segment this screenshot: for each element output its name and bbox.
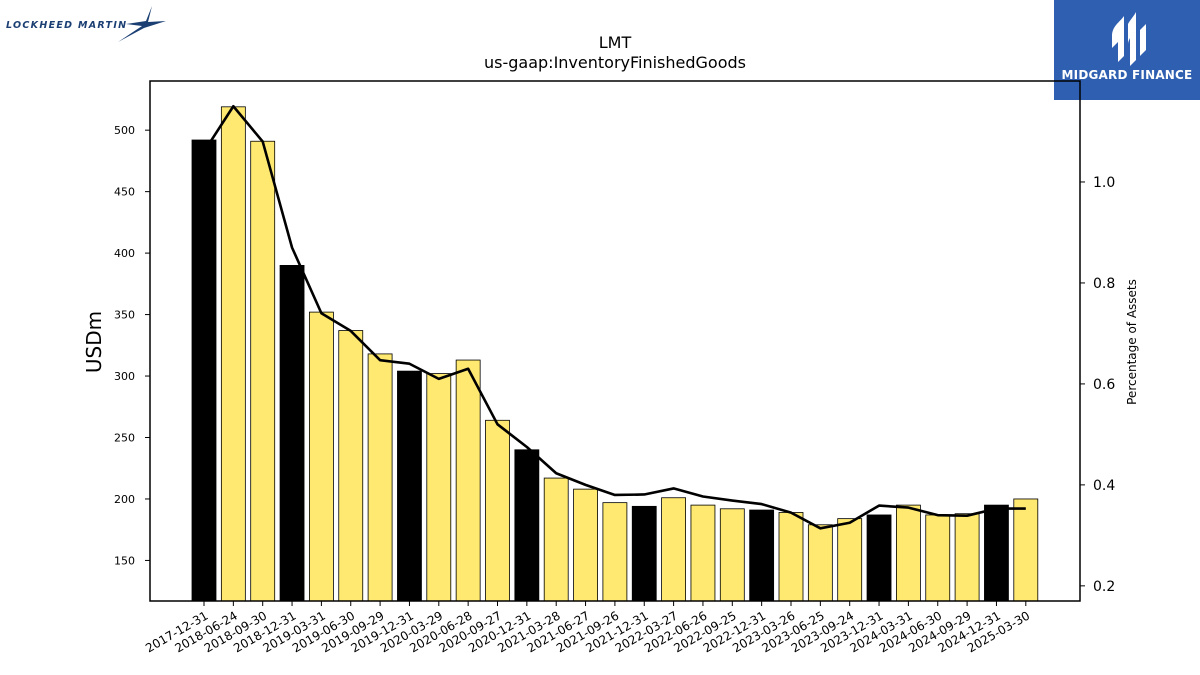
y-tick-label-150: 150	[114, 554, 135, 567]
bar-2023-12-31	[866, 514, 892, 602]
bar-2025-03-30	[1013, 498, 1039, 602]
y-tick-label-400: 400	[114, 247, 135, 260]
bar-2020-12-31	[514, 449, 540, 602]
bar-2019-09-29	[367, 353, 393, 602]
bar-2019-06-30	[338, 330, 364, 602]
bar-2024-09-29	[954, 513, 980, 602]
y-tick-label-300: 300	[114, 370, 135, 383]
bar-2018-12-31	[279, 264, 305, 602]
bar-2024-06-30	[925, 514, 951, 602]
y-tick-label-200: 200	[114, 493, 135, 506]
bar-2018-06-24	[220, 106, 246, 602]
y2-axis-label: Percentage of Assets	[1125, 279, 1139, 405]
midgard-emblem-icon	[1112, 12, 1146, 66]
y2-tick-label-0.2: 0.2	[1093, 579, 1115, 595]
bar-2021-06-27	[573, 488, 598, 602]
bar-2018-09-30	[250, 140, 276, 602]
bar-2019-12-31	[397, 370, 422, 602]
midgard-finance-logo-text: MIDGARD FINANCE	[1061, 68, 1193, 82]
bar-2022-03-27	[661, 497, 686, 602]
y2-tick-label-0.6: 0.6	[1093, 377, 1115, 393]
bar-2023-06-25	[807, 524, 833, 602]
lockheed-martin-logo: LOCKHEED MARTIN	[4, 4, 170, 44]
bar-2021-12-31	[631, 505, 657, 602]
bar-2020-09-27	[485, 419, 510, 602]
bar-2020-06-28	[455, 359, 481, 602]
bar-2019-03-31	[308, 311, 334, 602]
y-axis-label: USDm	[82, 311, 106, 373]
bar-2022-09-25	[719, 508, 745, 602]
y2-tick-label-1.0: 1.0	[1093, 175, 1115, 191]
chart-subtitle: us-gaap:InventoryFinishedGoods	[484, 53, 746, 72]
star-icon	[118, 6, 166, 42]
chart-title: LMT	[599, 33, 632, 52]
bar-2020-03-29	[426, 373, 452, 602]
bar-2023-03-26	[778, 512, 804, 602]
y-tick-label-250: 250	[114, 432, 135, 445]
bar-2017-12-31	[191, 139, 217, 602]
bar-2023-09-24	[837, 518, 863, 602]
bar-2022-06-26	[690, 504, 716, 602]
lockheed-martin-logo-text: LOCKHEED MARTIN	[6, 20, 128, 31]
bar-2024-03-31	[896, 504, 921, 602]
y2-tick-label-0.8: 0.8	[1093, 276, 1115, 292]
y-tick-label-450: 450	[114, 186, 135, 199]
y2-tick-label-0.4: 0.4	[1093, 478, 1115, 494]
y-tick-label-500: 500	[114, 124, 135, 137]
bars-layer	[191, 106, 1039, 602]
bar-2021-03-28	[543, 477, 569, 602]
midgard-finance-logo: MIDGARD FINANCE	[1054, 0, 1200, 100]
bar-2022-12-31	[749, 509, 775, 602]
y-tick-label-350: 350	[114, 309, 135, 322]
bar-2024-12-31	[984, 504, 1009, 602]
line-layer	[202, 104, 1026, 530]
bar-2021-09-26	[602, 502, 628, 602]
